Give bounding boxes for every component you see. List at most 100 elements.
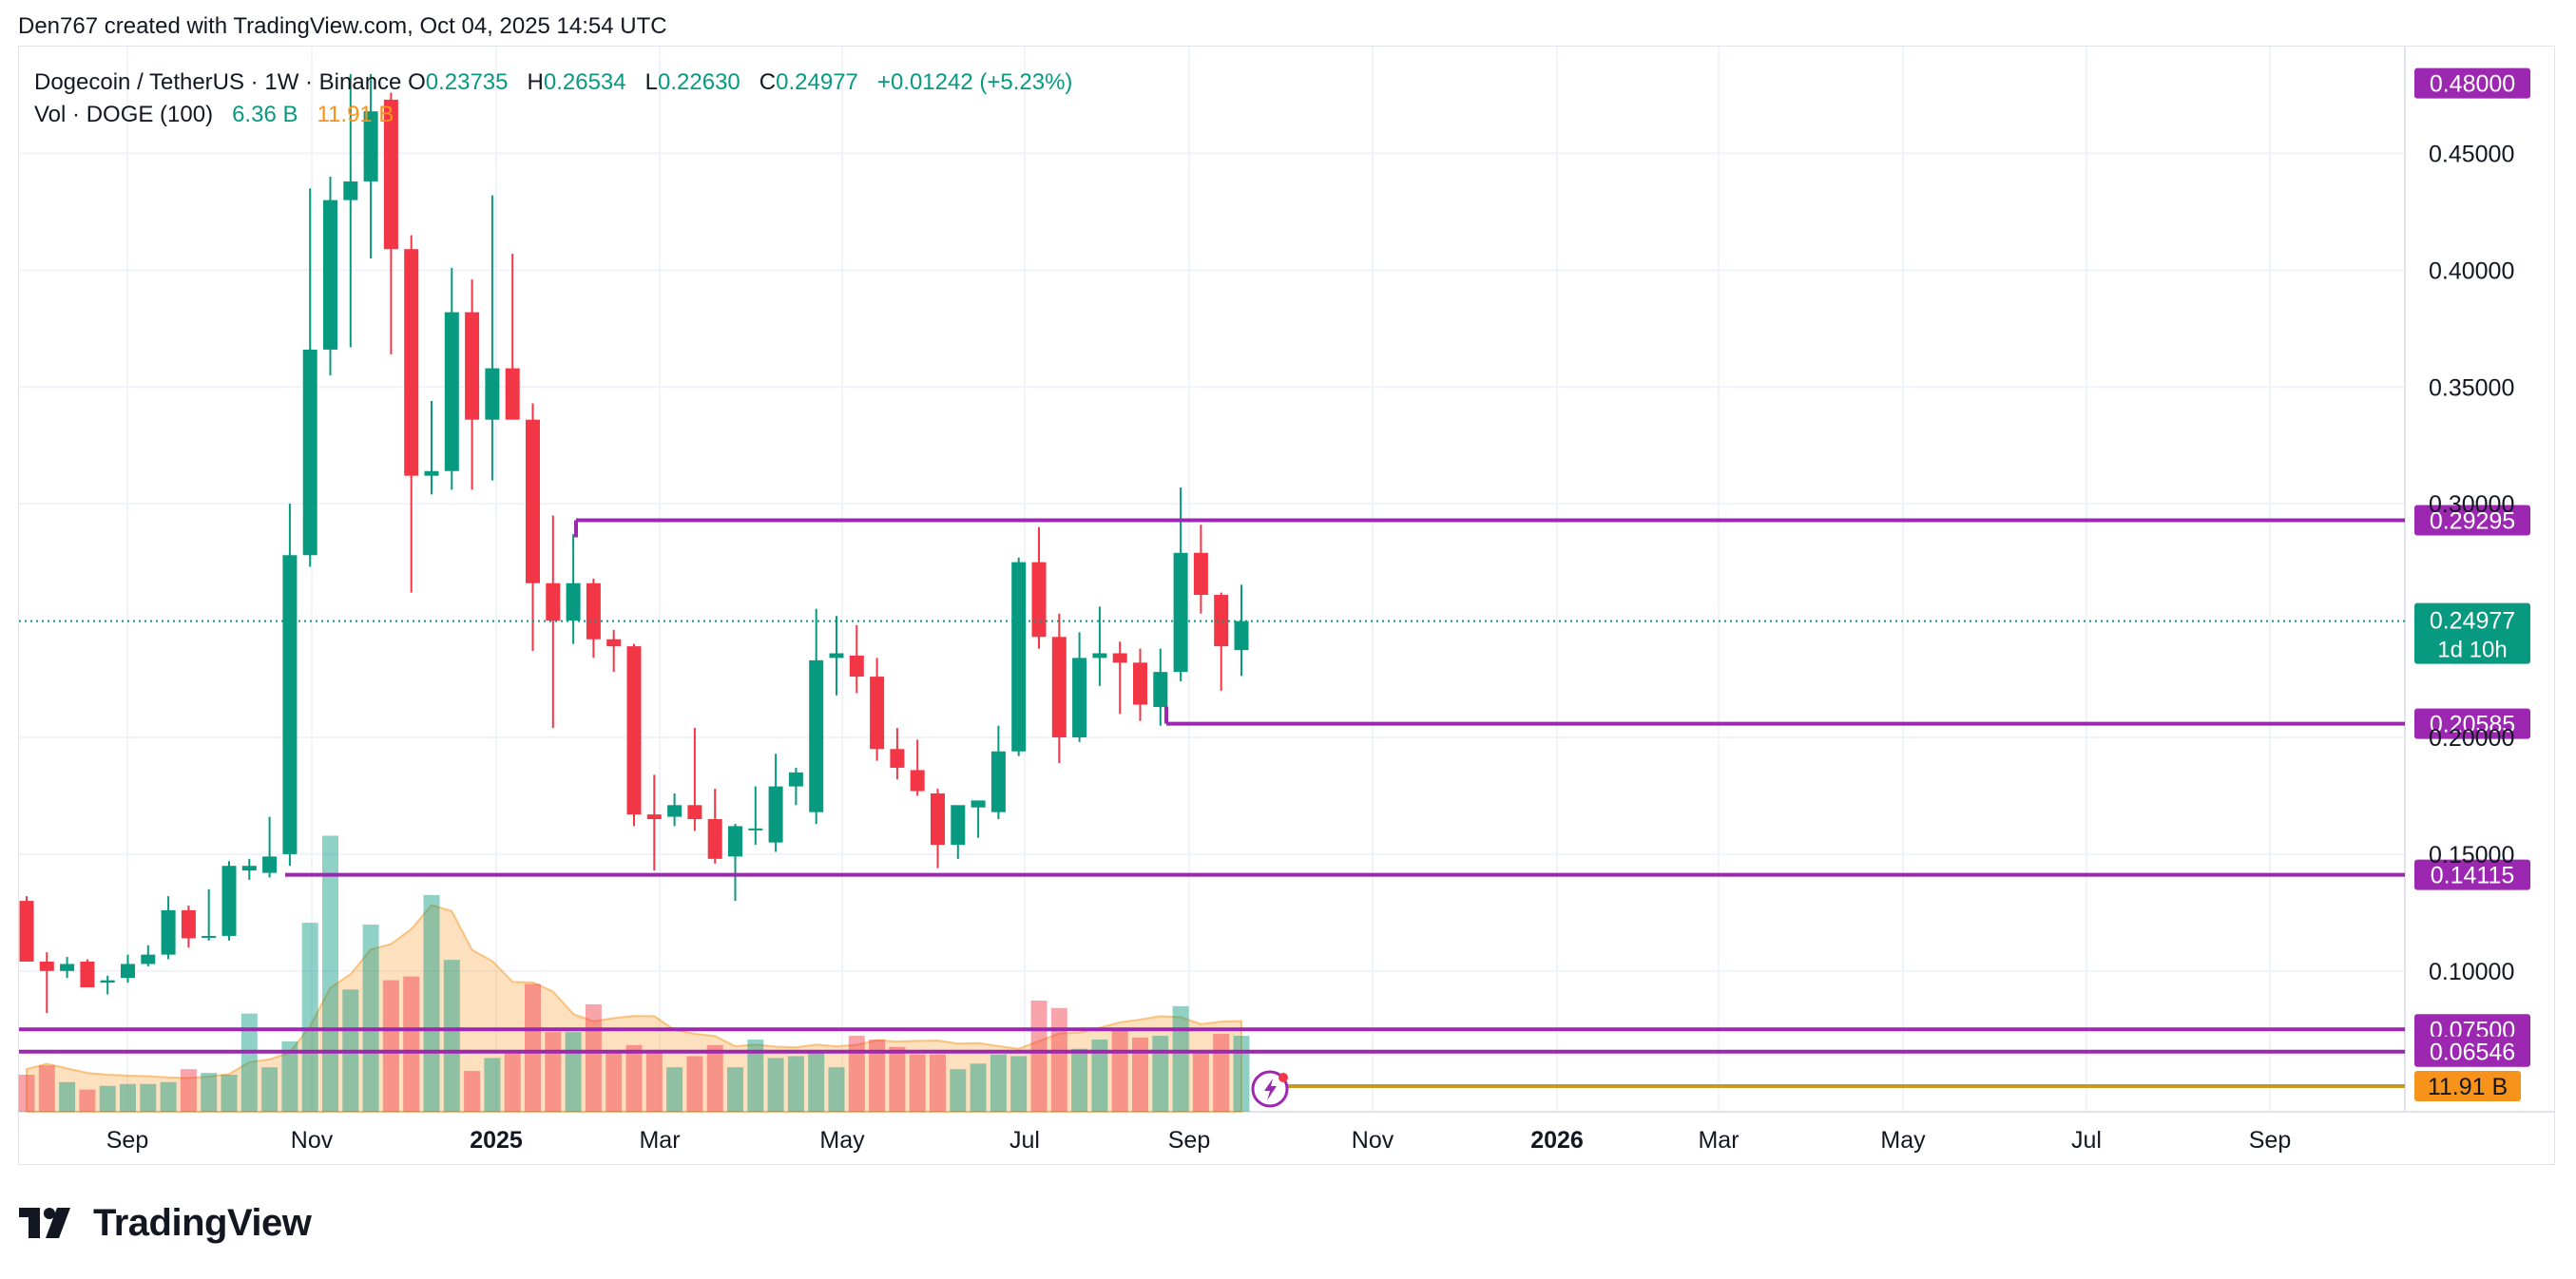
volume-bar <box>1010 1056 1028 1112</box>
candle-body <box>788 772 803 787</box>
volume-bar <box>160 1081 177 1112</box>
candle-body <box>626 646 642 815</box>
volume-bar <box>120 1083 136 1112</box>
candle-body <box>566 582 581 621</box>
candle <box>849 625 864 694</box>
chart-frame <box>18 46 2555 1165</box>
volume-bar <box>645 1052 663 1112</box>
legend-l-label: L <box>644 69 659 95</box>
volume-bar <box>301 923 318 1112</box>
candle-body <box>1193 552 1208 596</box>
volume-bar <box>1213 1034 1230 1112</box>
price-tick-label: 0.45000 <box>2429 141 2514 167</box>
volume-bar <box>180 1069 197 1112</box>
candle-body <box>302 349 317 556</box>
time-tick-label: Nov <box>1352 1127 1394 1154</box>
time-tick-label: Jul <box>1009 1127 1040 1154</box>
volume-bar <box>625 1044 643 1112</box>
candle <box>890 728 905 780</box>
candle-body <box>323 200 337 350</box>
candle-body <box>586 582 601 640</box>
current-price-text: 0.24977 <box>2430 608 2515 635</box>
candle <box>606 629 622 673</box>
price-tick-label: 0.40000 <box>2429 258 2514 284</box>
volume-bar <box>1152 1036 1169 1112</box>
volume-bar <box>767 1058 784 1112</box>
legend-close: 0.24977 <box>776 69 858 95</box>
candle-body <box>728 826 742 857</box>
volume-bar <box>606 1050 623 1112</box>
legend-o-label: O <box>408 69 426 95</box>
axis-top-tag-text: 0.48000 <box>2430 71 2515 98</box>
volume-bar <box>221 1075 238 1112</box>
current-price-tag <box>2414 602 2530 664</box>
legend-volume-label[interactable]: Vol · DOGE (100) <box>34 102 214 127</box>
candle <box>990 725 1006 820</box>
candle <box>667 793 682 827</box>
legend-low: 0.22630 <box>658 69 740 95</box>
volume-bar <box>1172 1005 1189 1112</box>
volume-bar <box>423 894 440 1112</box>
candle-body <box>971 800 986 808</box>
candle-body <box>343 181 358 200</box>
candle-body <box>931 793 945 846</box>
candle-body <box>282 555 298 854</box>
attribution-text: Den767 created with TradingView.com, Oct… <box>18 13 667 39</box>
volume-bar <box>261 1067 279 1112</box>
time-tick-label: 2025 <box>470 1127 523 1154</box>
candle-body <box>121 964 135 979</box>
candle <box>465 279 480 490</box>
candle-body <box>404 249 419 476</box>
volume-bar <box>889 1046 906 1112</box>
candle <box>60 957 75 979</box>
volume-bar <box>869 1039 886 1112</box>
time-tick-label: 2026 <box>1530 1127 1584 1154</box>
volume-bar <box>747 1039 764 1112</box>
candle-body <box>221 866 237 936</box>
candle <box>971 800 986 838</box>
candle <box>951 805 966 859</box>
candle <box>870 658 885 761</box>
candle-body <box>1011 562 1027 752</box>
candles <box>19 73 1249 1014</box>
volume-bar <box>99 1085 116 1112</box>
candle <box>728 823 742 902</box>
candle <box>646 774 662 871</box>
candle <box>546 515 561 729</box>
candle <box>1051 613 1067 764</box>
candle-body <box>890 749 905 768</box>
volume-bar <box>565 1032 582 1112</box>
volume-bar <box>443 960 460 1112</box>
candle-body <box>1234 620 1249 651</box>
volume-ma-tag <box>2414 1071 2521 1101</box>
candle <box>626 643 642 827</box>
legend-symbol[interactable]: Dogecoin / TetherUS · 1W · Binance <box>34 69 402 95</box>
candle <box>1234 584 1249 677</box>
candle <box>566 534 581 644</box>
candle <box>363 73 378 259</box>
candle <box>829 616 844 696</box>
volume-bar <box>201 1073 218 1112</box>
candle <box>404 235 419 593</box>
volume-bar <box>1030 1001 1048 1112</box>
lightning-bolt <box>1264 1079 1277 1100</box>
candle-body <box>606 639 622 647</box>
candle-body <box>646 814 662 820</box>
candle-body <box>485 368 500 420</box>
candle <box>282 504 298 867</box>
tradingview-logo[interactable]: TradingView <box>19 1199 312 1247</box>
candle-body <box>465 312 480 420</box>
candle-body <box>1051 637 1067 737</box>
legend-change: +0.01242 (+5.23%) <box>876 69 1073 95</box>
legend-volume-ma-value: 11.91 B <box>317 102 394 127</box>
legend-ohlc-row: Dogecoin / TetherUS · 1W · Binance O0.23… <box>34 67 1072 99</box>
volume-bar <box>828 1067 845 1112</box>
candle <box>931 789 945 869</box>
volume-bar <box>322 835 338 1112</box>
candle <box>707 789 722 864</box>
price-tick-label: 0.35000 <box>2429 374 2514 401</box>
candle <box>121 954 135 983</box>
volume-bar <box>140 1083 157 1112</box>
volume-bar <box>585 1003 602 1112</box>
